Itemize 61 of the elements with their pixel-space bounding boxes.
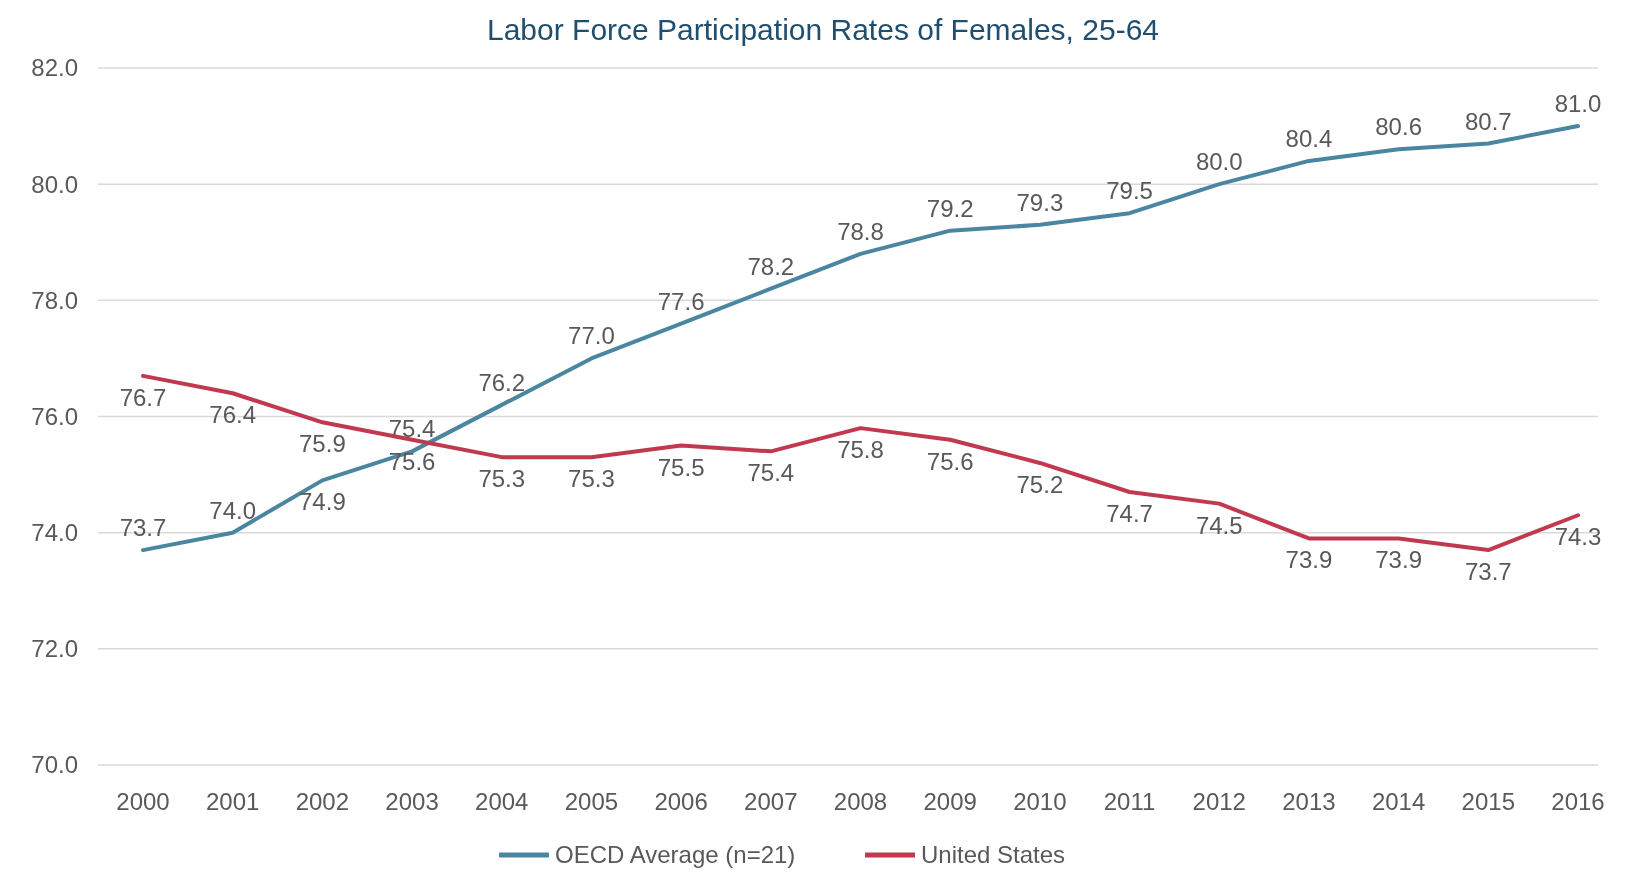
x-tick-label: 2005	[564, 788, 619, 815]
data-label: 80.7	[1464, 107, 1512, 135]
data-label: 79.5	[1106, 177, 1153, 205]
data-label: 75.4	[747, 459, 795, 487]
data-label: 80.6	[1375, 113, 1422, 141]
data-label: 76.2	[478, 368, 526, 396]
x-tick-label: 2001	[205, 788, 260, 815]
data-label: 73.7	[119, 514, 167, 542]
x-tick-label: 2000	[116, 788, 170, 815]
data-label: 77.0	[568, 322, 615, 350]
data-label: 73.9	[1285, 546, 1333, 574]
data-label: 75.3	[478, 465, 526, 493]
data-label: 76.4	[209, 401, 257, 429]
x-tick-label: 2015	[1461, 788, 1516, 815]
data-label: 75.2	[1016, 470, 1064, 498]
x-tick-label: 2007	[744, 788, 798, 815]
x-tick-label: 2006	[654, 788, 708, 815]
y-tick-label: 70.0	[31, 751, 78, 779]
x-tick-label: 2013	[1282, 788, 1336, 815]
data-label: 78.8	[837, 217, 884, 245]
x-tick-label: 2009	[923, 788, 977, 815]
data-label: 79.2	[926, 194, 974, 222]
data-label: 75.8	[837, 436, 884, 464]
x-tick-label: 2002	[295, 788, 350, 815]
data-label: 75.6	[926, 447, 974, 475]
data-label: 74.9	[299, 488, 346, 516]
chart-title: Labor Force Participation Rates of Females, 25-64	[487, 13, 1159, 46]
data-label: 75.4	[388, 415, 436, 443]
x-tick-label: 2011	[1103, 788, 1156, 815]
data-label: 73.7	[1464, 558, 1512, 586]
data-label: 76.7	[119, 383, 167, 411]
legend-label: OECD Average (n=21)	[555, 841, 796, 869]
data-label: 74.7	[1106, 500, 1153, 528]
data-label: 80.4	[1285, 124, 1333, 152]
y-tick-label: 82.0	[31, 54, 78, 82]
data-label: 74.5	[1195, 511, 1243, 539]
y-tick-label: 72.0	[31, 635, 78, 663]
data-label: 75.6	[388, 447, 436, 475]
x-tick-label: 2010	[1013, 788, 1067, 815]
data-label: 79.3	[1016, 188, 1064, 216]
x-tick-label: 2016	[1551, 788, 1605, 815]
data-label: 75.9	[299, 430, 346, 458]
y-tick-label: 74.0	[31, 519, 78, 547]
data-label: 81.0	[1554, 90, 1602, 118]
data-label: 78.2	[747, 252, 795, 280]
data-label: 74.0	[209, 496, 257, 524]
x-tick-label: 2008	[833, 788, 888, 815]
y-tick-label: 80.0	[31, 170, 78, 198]
y-tick-label: 76.0	[31, 402, 78, 430]
data-label: 74.3	[1554, 523, 1602, 551]
x-tick-label: 2004	[475, 788, 529, 815]
data-label: 75.3	[568, 465, 615, 493]
x-tick-label: 2014	[1371, 788, 1426, 815]
legend-label: United States	[921, 841, 1066, 869]
x-tick-label: 2012	[1192, 788, 1246, 815]
data-label: 73.9	[1375, 546, 1422, 574]
data-label: 75.5	[657, 453, 705, 481]
x-tick-label: 2003	[385, 788, 439, 815]
data-label: 80.0	[1195, 148, 1243, 176]
data-label: 77.6	[657, 287, 705, 315]
y-tick-label: 78.0	[31, 286, 78, 314]
